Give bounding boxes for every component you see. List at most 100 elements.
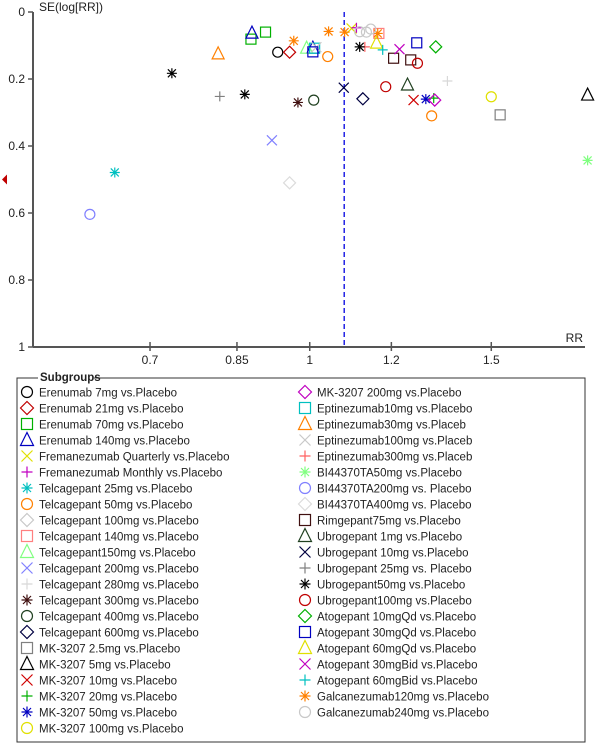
series-14 [308,94,320,106]
series-6 [109,167,120,178]
data-point-circle [365,23,377,35]
legend-box [16,377,586,743]
x-icon [299,658,311,670]
series-37 [307,37,423,58]
diamond-icon [297,384,313,400]
legend-title: Subgroups [40,372,101,384]
asterisk-icon [21,482,33,494]
legend-item: Telcagepant 50mg vs.Placebo [20,497,192,512]
circle-icon [298,481,312,495]
legend-item-label: MK-3207 20mg vs.Placebo [39,692,177,704]
y-tick-label: 0.4 [8,139,25,153]
data-point-diamond [427,93,442,107]
legend-item-label: Fremanezumab Quarterly vs.Placebo [39,452,229,464]
legend-item-label: Ubrogepant100mg vs.Placebo [317,596,472,608]
legend-item-label: Telcagepant 140mg vs.Placebo [39,532,199,544]
legend-item-label: BI44370TA50mg vs.Placebo [317,468,462,480]
data-point-asterisk [582,155,593,166]
series-32 [338,82,350,94]
data-point-square [245,33,257,45]
legend-item: Atogepant 60mgBid vs.Placebo [299,674,477,688]
legend-item: BI44370TA200mg vs. Placebo [298,481,472,496]
plus-icon [299,562,311,574]
series-35 [380,57,424,93]
legend-item: Atogepant 30mgBid vs.Placebo [299,658,477,672]
data-point-plus [442,76,453,87]
legend-item: MK-3207 20mg vs.Placebo [21,690,177,704]
series-22 [427,93,442,107]
diamond-icon [297,608,313,624]
y-tick-label: 0.2 [8,72,25,86]
legend-item-label: Ubrogepant 10mg vs.Placebo [317,548,469,560]
circle-icon [20,497,34,511]
legend-item-label: Atogepant 30mgBid vs.Placebo [317,660,477,672]
series-15 [356,91,370,106]
data-point-x [266,134,278,146]
series-41 [288,26,383,46]
data-point-triangle [245,24,259,39]
data-point-asterisk [323,26,334,37]
series-31 [400,76,415,91]
legend-item-label: Ubrogepant 25mg vs. Placebo [317,564,472,576]
asterisk-icon [21,706,33,718]
data-point-plus [214,91,225,102]
series-38 [369,34,384,49]
asterisk-icon [299,466,311,478]
x-icon [299,434,311,446]
legend-item: Telcagepant 400mg vs.Placebo [20,609,199,624]
series-24 [211,45,226,60]
y-tick-label: 1 [18,340,25,354]
legend-item: Atogepant 60mgQd vs.Placebo [297,639,476,656]
legend-item-label: Eptinezumab10mg vs.Placebo [317,404,472,416]
legend-item: Fremanezumab Quarterly vs.Placebo [21,450,229,464]
series-7 [322,50,438,122]
circle-icon [298,593,312,607]
series-12 [442,76,453,87]
legend-item-label: Ubrogepant50mg vs.Placebo [317,580,465,592]
triangle-icon [297,415,313,431]
series-36 [428,39,443,54]
legend-item-label: Ubrogepant 1mg vs.Placebo [317,532,462,544]
plus-icon [299,450,311,462]
series-18 [408,94,419,106]
legend-item-label: Telcagepant 300mg vs.Placebo [39,596,199,608]
series-13 [292,97,303,108]
legend-item-label: Galcanezumab240mg vs.Placebo [317,708,489,720]
legend-item: Telcagepant150mg vs.Placebo [19,543,196,560]
legend-item: Erenumab 7mg vs.Placebo [20,385,177,400]
data-point-asterisk [372,28,383,39]
x-icon [21,562,33,574]
legend-item: Fremanezumab Monthly vs.Placebo [21,466,222,480]
legend-item-label: MK-3207 2.5mg vs.Placebo [39,644,180,656]
data-point-square [411,37,423,49]
legend-item-label: Telcagepant150mg vs.Placebo [39,548,196,560]
legend-item: MK-3207 100mg vs.Placebo [20,721,183,736]
legend-item: MK-3207 2.5mg vs.Placebo [20,641,180,656]
legend-item: Rimgepant75mg vs.Placebo [298,513,461,528]
legend-item-label: BI44370TA400mg vs. Placebo [317,500,472,512]
data-point-diamond [282,176,297,190]
y-axis-label: SE(log[RR]) [39,0,103,14]
data-point-square [259,26,272,38]
asterisk-icon [299,690,311,702]
data-point-square [388,52,400,64]
legend-item: Telcagepant 280mg vs.Placebo [21,578,199,592]
legend-item: Eptinezumab30mg vs.Placeb [297,415,466,432]
legend-item-label: Rimgepant75mg vs.Placebo [317,516,461,528]
legend-item-label: Fremanezumab Monthly vs.Placebo [39,468,222,480]
legend-item: Telcagepant 600mg vs.Placebo [19,624,199,640]
legend-item-label: Telcagepant 25mg vs.Placebo [39,484,192,496]
data-point-asterisk [166,68,177,79]
legend-item-label: Atogepant 60mgBid vs.Placebo [317,676,477,688]
x-icon [21,674,33,686]
legend-item: MK-3207 50mg vs.Placebo [21,706,177,720]
legend-item: Telcagepant 200mg vs.Placebo [21,562,199,576]
square-icon [298,513,312,527]
data-point-triangle [400,76,415,91]
legend-item-label: Eptinezumab300mg vs.Placeb [317,452,472,464]
legend-item: Erenumab 140mg vs.Placebo [19,431,190,448]
data-point-circle [354,26,366,38]
diamond-icon [19,400,35,416]
data-point-x [408,94,419,106]
legend-item-label: MK-3207 100mg vs.Placebo [39,724,183,736]
